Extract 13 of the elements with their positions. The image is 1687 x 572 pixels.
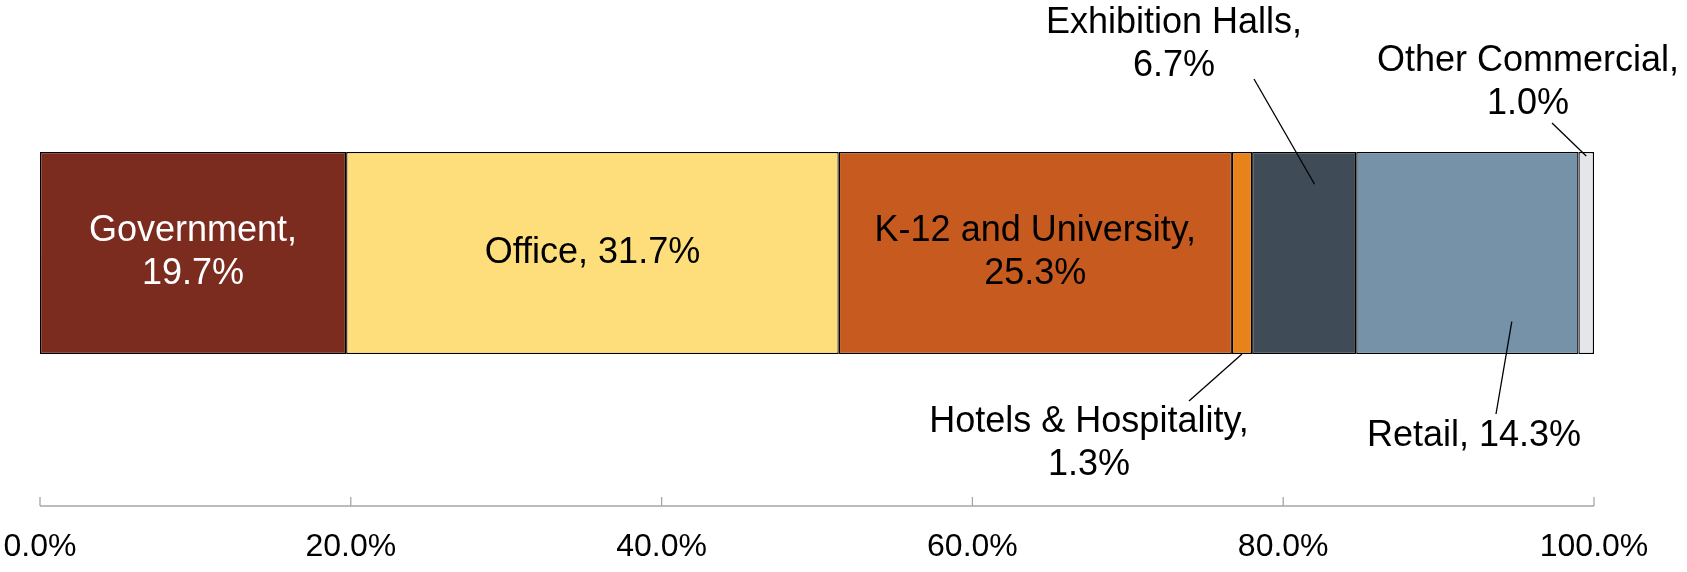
- data-label: Retail, 14.3%: [1366, 412, 1582, 454]
- data-label: Other Commercial, 1.0%: [1376, 37, 1680, 122]
- x-tick-label: 100.0%: [1539, 527, 1649, 564]
- x-tick-label: 20.0%: [305, 527, 397, 564]
- x-tick-label: 80.0%: [1237, 527, 1329, 564]
- data-label: Office, 31.7%: [484, 229, 701, 271]
- data-label: Hotels & Hospitality, 1.3%: [929, 398, 1249, 483]
- data-label: Government, 19.7%: [89, 208, 298, 293]
- x-tick-label: 0.0%: [3, 527, 77, 564]
- data-label: Exhibition Halls, 6.7%: [1045, 0, 1303, 84]
- x-tick-label: 60.0%: [927, 527, 1018, 564]
- x-tick-label: 40.0%: [616, 527, 707, 564]
- data-label: K-12 and University, 25.3%: [874, 208, 1197, 293]
